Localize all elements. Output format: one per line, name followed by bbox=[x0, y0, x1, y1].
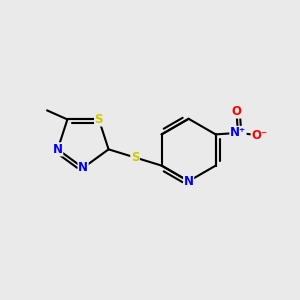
Text: N: N bbox=[53, 143, 63, 156]
Text: O: O bbox=[232, 105, 242, 118]
Text: S: S bbox=[131, 151, 139, 164]
Text: N: N bbox=[184, 175, 194, 188]
Text: N⁺: N⁺ bbox=[230, 126, 246, 140]
Text: S: S bbox=[94, 113, 103, 126]
Text: N: N bbox=[78, 161, 88, 174]
Text: O⁻: O⁻ bbox=[251, 129, 268, 142]
